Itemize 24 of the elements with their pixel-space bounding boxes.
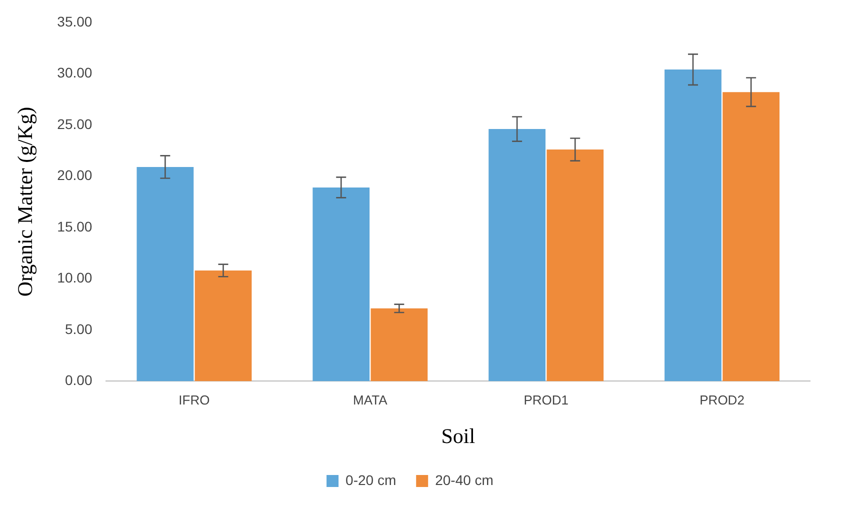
- y-tick-label: 5.00: [64, 320, 92, 337]
- y-tick-label: 15.00: [57, 218, 92, 234]
- bar: [312, 187, 370, 382]
- x-tick-label: MATA: [353, 392, 388, 408]
- y-axis-title: Organic Matter (g/Kg): [13, 106, 38, 297]
- legend-label: 0-20 cm: [346, 472, 396, 488]
- bar: [136, 166, 194, 382]
- x-axis-title: Soil: [441, 424, 476, 448]
- y-tick-label: 10.00: [57, 270, 92, 286]
- bar: [370, 308, 428, 382]
- x-tick-label: PROD2: [700, 392, 744, 408]
- bar: [488, 129, 546, 382]
- bar: [664, 70, 722, 382]
- bar: [194, 270, 252, 382]
- legend-label: 20-40 cm: [435, 472, 494, 488]
- bar: [722, 92, 780, 382]
- y-tick-label: 25.00: [57, 116, 92, 132]
- y-tick-label: 0.00: [64, 372, 92, 388]
- bar: [546, 150, 604, 382]
- x-tick-label: IFRO: [178, 392, 210, 408]
- y-tick-label: 35.00: [57, 13, 92, 30]
- y-tick-label: 20.00: [57, 167, 92, 184]
- y-tick-label: 30.00: [57, 64, 92, 81]
- x-tick-label: PROD1: [524, 392, 568, 408]
